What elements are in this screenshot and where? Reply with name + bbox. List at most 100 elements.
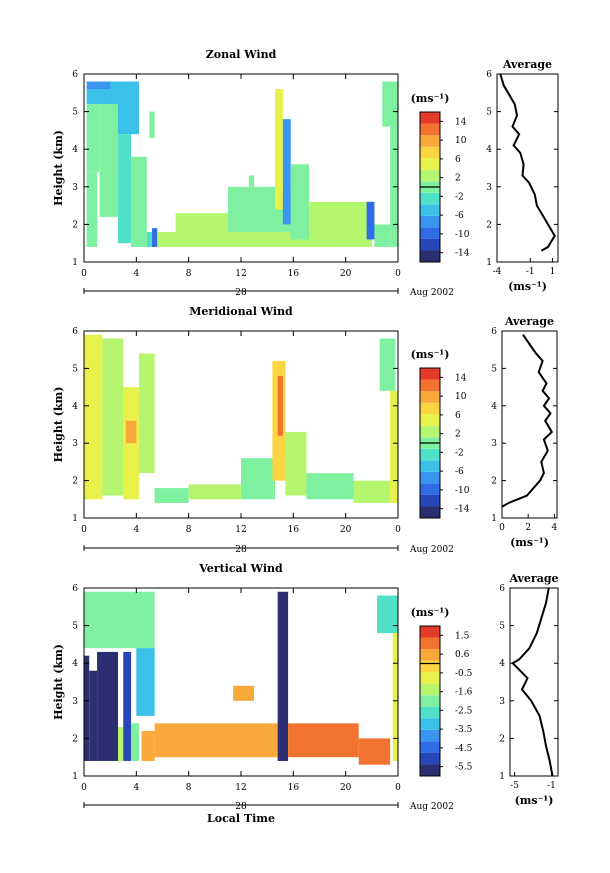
colorbar-tick-label: -14	[455, 505, 470, 515]
y-tick-label: 2	[72, 477, 78, 487]
x-axis-label: Local Time	[207, 812, 275, 825]
profile-y-tick-label: 1	[499, 772, 505, 782]
colorbar-swatch	[420, 764, 440, 776]
heatmap-cell	[366, 201, 375, 240]
x-tick-label: 8	[186, 783, 192, 793]
profile-y-tick-label: 2	[499, 734, 505, 744]
profile-y-tick-label: 2	[486, 220, 492, 230]
profile-y-tick-label: 3	[499, 697, 505, 707]
heatmap-cell	[125, 420, 137, 444]
x-tick-label: 8	[186, 269, 192, 279]
colorbar-swatch	[420, 158, 440, 170]
y-tick-label: 6	[72, 327, 78, 337]
colorbar-swatch	[420, 112, 440, 124]
colorbar-swatch	[420, 626, 440, 638]
profile-x-tick-label: -5	[510, 781, 519, 791]
y-tick-label: 4	[72, 145, 78, 155]
profile-line	[501, 334, 554, 508]
colorbar-swatch	[420, 695, 440, 707]
colorbar-swatch	[420, 506, 440, 518]
heatmap-cell	[309, 201, 372, 247]
heatmap-cell	[86, 104, 100, 172]
colorbar-swatch	[420, 204, 440, 216]
profile-y-tick-label: 4	[486, 145, 492, 155]
x-tick-label: 4	[133, 269, 139, 279]
heatmap-cell	[131, 156, 147, 247]
heatmap-cell	[377, 595, 398, 634]
colorbar-tick-label: -5.5	[455, 763, 473, 773]
colorbar-unit-label: (ms⁻¹)	[411, 606, 450, 619]
colorbar-swatch	[420, 425, 440, 438]
heatmap-cell	[84, 655, 90, 761]
colorbar-swatch	[420, 215, 440, 228]
colorbar-tick-label: -10	[455, 486, 470, 496]
heatmap-cell	[86, 171, 98, 247]
profile-title: Average	[504, 315, 554, 328]
colorbar-tick-label: 2	[455, 174, 461, 184]
heatmap-cell	[97, 651, 119, 761]
colorbar-swatch	[420, 402, 440, 415]
colorbar-tick-label: 14	[455, 373, 467, 383]
profile-y-tick-label: 5	[486, 108, 492, 118]
x-tick-label: 0	[395, 783, 401, 793]
heatmap-cell	[285, 431, 307, 496]
x-tick-label: 8	[186, 525, 192, 535]
colorbar-swatch	[420, 135, 440, 147]
colorbar-swatch	[420, 379, 440, 392]
y-tick-label: 3	[72, 183, 78, 193]
heatmap-field	[84, 591, 398, 765]
colorbar-swatch	[420, 660, 440, 673]
heatmap-cell	[157, 231, 328, 247]
colorbar-swatch	[420, 752, 440, 765]
colorbar-swatch	[420, 471, 440, 484]
profile-y-tick-label: 3	[491, 439, 497, 449]
profile-y-tick-label: 6	[486, 70, 492, 80]
date-label: Aug 2002	[409, 288, 454, 298]
profile-x-label: (ms⁻¹)	[515, 794, 554, 807]
colorbar-swatch	[420, 718, 440, 730]
x-tick-label: 0	[395, 269, 401, 279]
heatmap-cell	[290, 164, 310, 240]
heatmap-cell	[154, 488, 189, 504]
colorbar-tick-label: 10	[455, 136, 467, 146]
heatmap-cell	[146, 231, 153, 247]
x-tick-label: 12	[235, 269, 246, 279]
heatmap-cell	[141, 730, 155, 761]
heatmap-cell	[288, 723, 359, 758]
heatmap-cell	[102, 338, 124, 496]
heatmap-cell	[277, 591, 289, 761]
heatmap-cell	[175, 213, 241, 232]
colorbar-tick-label: -1.6	[455, 688, 473, 698]
heatmap-cell	[353, 480, 391, 504]
y-tick-label: 1	[72, 772, 78, 782]
profile-y-tick-label: 2	[491, 477, 497, 487]
heatmap-cell	[123, 651, 132, 761]
day-label: 28	[235, 545, 247, 555]
y-tick-label: 4	[72, 659, 78, 669]
colorbar-swatch	[420, 123, 440, 136]
y-axis-label: Height (km)	[52, 130, 65, 206]
heatmap-cell	[241, 458, 276, 500]
y-tick-label: 1	[72, 514, 78, 524]
profile-x-label: (ms⁻¹)	[510, 536, 549, 549]
heatmap-cell	[99, 104, 119, 217]
colorbar-swatch	[420, 729, 440, 742]
heatmap-cell	[118, 134, 132, 244]
heatmap-cell	[84, 591, 155, 649]
colorbar-swatch	[420, 414, 440, 426]
colorbar-tick-label: 0.6	[455, 650, 470, 660]
y-tick-label: 6	[72, 70, 78, 80]
colorbar-swatch	[420, 741, 440, 753]
x-tick-label: 16	[288, 269, 300, 279]
colorbar-swatch	[420, 238, 440, 251]
heatmap-cell	[136, 648, 155, 716]
y-tick-label: 5	[72, 622, 78, 632]
colorbar-tick-label: -3.5	[455, 725, 473, 735]
profile-frame	[509, 587, 559, 777]
heatmap-cell	[149, 111, 155, 138]
colorbar-tick-label: -0.5	[455, 669, 473, 679]
colorbar-tick-label: 10	[455, 392, 467, 402]
heatmap-cell	[89, 670, 98, 761]
profile-line	[511, 587, 554, 777]
profile-title: Average	[502, 58, 552, 71]
